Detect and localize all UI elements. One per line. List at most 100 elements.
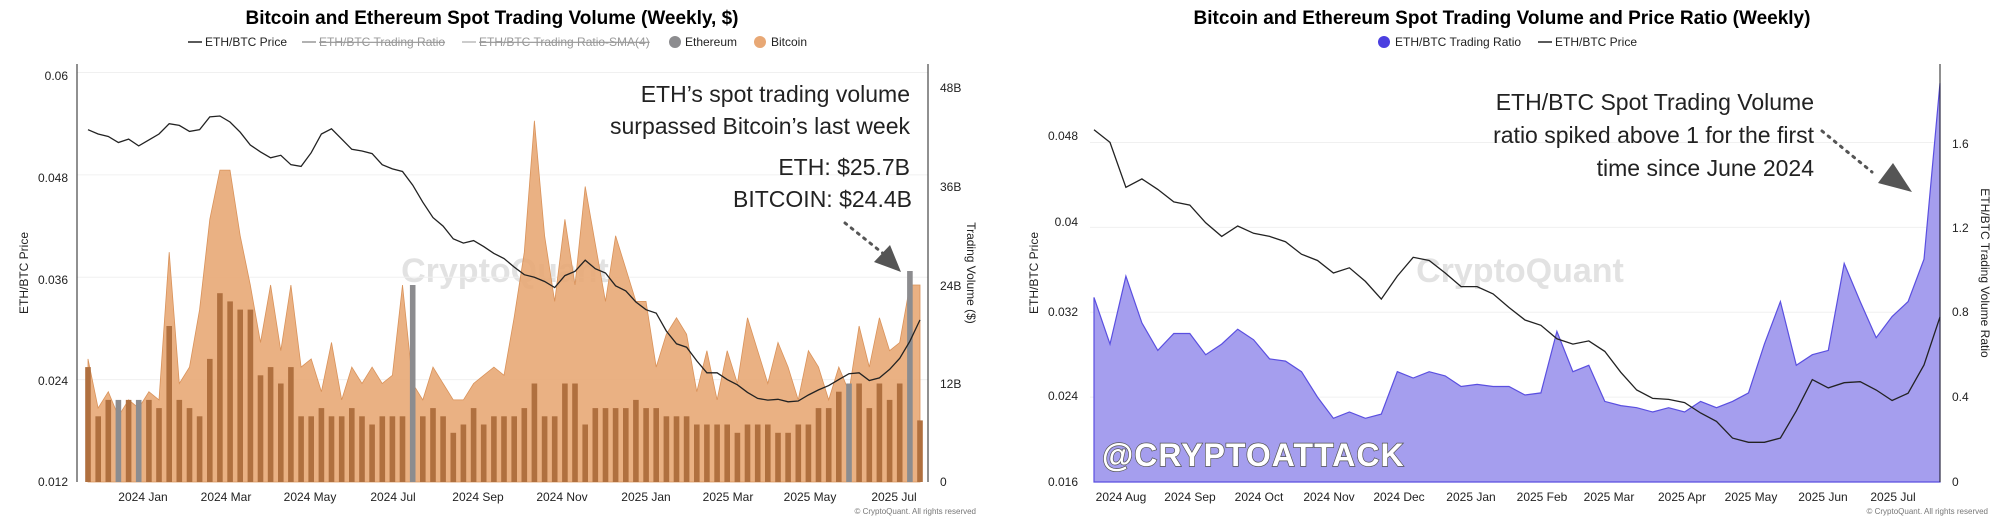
- y2-tick-label: 36B: [940, 180, 961, 194]
- y2-tick-label: 0: [1952, 475, 1959, 489]
- annotation-line: ETH/BTC Spot Trading Volume: [1496, 89, 1814, 115]
- annotation-line: BITCOIN: $24.4B: [733, 186, 912, 212]
- legend-item-ethereum[interactable]: Ethereum: [685, 35, 737, 49]
- right-y-axis-label: Trading Volume ($): [964, 222, 978, 324]
- ethereum-volume-bar: [815, 408, 822, 482]
- annotation-line: time since June 2024: [1597, 155, 1815, 181]
- ethereum-volume-bar: [491, 416, 497, 482]
- annotation-line: surpassed Bitcoin’s last week: [610, 113, 910, 139]
- ethereum-volume-bar: [683, 416, 690, 482]
- ethereum-volume-bar: [501, 416, 507, 482]
- ethereum-volume-bar: [846, 383, 852, 482]
- ethereum-volume-bar: [562, 383, 568, 482]
- ethereum-volume-bar: [714, 424, 720, 482]
- ethereum-volume-bar: [623, 408, 629, 482]
- ethereum-volume-bar: [886, 399, 893, 482]
- ethereum-volume-bar: [896, 383, 903, 482]
- ethereum-volume-bar: [663, 416, 670, 482]
- ethereum-volume-bar: [907, 271, 913, 482]
- ethereum-volume-bar: [247, 309, 254, 482]
- right-legend: ETH/BTC Trading Ratio ETH/BTC Price: [1378, 35, 1637, 49]
- ethereum-volume-bar: [440, 416, 446, 482]
- legend-item-price[interactable]: ETH/BTC Price: [1555, 35, 1637, 49]
- ethereum-volume-bar: [267, 367, 274, 482]
- ethereum-volume-bar: [836, 391, 842, 482]
- y-tick-label: 0.048: [1048, 129, 1078, 143]
- ethereum-volume-bar: [399, 416, 406, 482]
- x-tick-label: 2024 Nov: [1303, 490, 1354, 504]
- y2-tick-label: 12B: [940, 377, 961, 391]
- ethereum-volume-bar: [754, 424, 761, 482]
- x-tick-label: 2024 Nov: [536, 490, 587, 504]
- left-copyright: © CryptoQuant. All rights reserved: [855, 507, 977, 516]
- ethereum-volume-bar: [430, 408, 436, 482]
- ethereum-volume-bar: [389, 416, 396, 482]
- right-y-ticks: 0 0.4 0.8 1.2 1.6: [1952, 137, 1969, 489]
- right-annotation: ETH/BTC Spot Trading Volume ratio spiked…: [1493, 89, 1912, 192]
- x-tick-label: 2024 Oct: [1235, 490, 1284, 504]
- left-annotation: ETH’s spot trading volume surpassed Bitc…: [610, 81, 912, 272]
- legend-item-ratio-sma[interactable]: ETH/BTC Trading Ratio-SMA(4): [479, 35, 650, 49]
- right-y-ticks: 0 12B 24B 36B 48B: [940, 81, 961, 489]
- ethereum-volume-bar: [724, 424, 730, 482]
- ethereum-volume-bar: [653, 408, 659, 482]
- ethereum-volume-bar: [643, 408, 649, 482]
- ethereum-volume-bar: [704, 424, 710, 482]
- x-tick-label: 2025 Apr: [1658, 490, 1706, 504]
- ethereum-volume-bar: [480, 424, 487, 482]
- ethereum-volume-bar: [186, 408, 193, 482]
- ethereum-volume-bar: [572, 383, 578, 482]
- ethereum-volume-bar: [338, 416, 345, 482]
- x-tick-label: 2024 Jan: [118, 490, 167, 504]
- left-chart-title: Bitcoin and Ethereum Spot Trading Volume…: [245, 8, 738, 29]
- x-tick-label: 2024 Jul: [370, 490, 415, 504]
- left-y-ticks: 0.016 0.024 0.032 0.04 0.048: [1048, 129, 1078, 489]
- legend-item-price[interactable]: ETH/BTC Price: [205, 35, 287, 49]
- ethereum-volume-bars: [85, 271, 923, 483]
- ethereum-volume-bar: [633, 399, 639, 482]
- legend-item-ratio[interactable]: ETH/BTC Trading Ratio: [319, 35, 445, 49]
- ethereum-volume-bar: [288, 367, 294, 482]
- ethereum-volume-bar: [541, 416, 548, 482]
- y-tick-label: 0.036: [38, 273, 68, 287]
- y-tick-label: 0.032: [1048, 305, 1078, 319]
- x-tick-label: 2025 Feb: [1517, 490, 1568, 504]
- y2-tick-label: 1.6: [1952, 137, 1969, 151]
- ethereum-volume-bar: [673, 416, 680, 482]
- ethereum-volume-bar: [227, 301, 233, 482]
- legend-item-bitcoin[interactable]: Bitcoin: [771, 35, 807, 49]
- y2-tick-label: 48B: [940, 81, 961, 95]
- x-tick-label: 2025 Jul: [1870, 490, 1915, 504]
- ethereum-volume-bar: [511, 416, 517, 482]
- ethereum-volume-bar: [866, 408, 873, 482]
- ethereum-volume-bar: [95, 416, 101, 482]
- x-tick-label: 2025 Jan: [621, 490, 670, 504]
- y-tick-label: 0.024: [38, 374, 68, 388]
- ethereum-volume-bar: [409, 285, 416, 482]
- ethereum-volume-bar: [369, 424, 375, 482]
- ethereum-volume-bar: [551, 416, 558, 482]
- trading-ratio-area: [1093, 83, 1941, 483]
- ethereum-volume-bar: [257, 375, 264, 482]
- x-tick-label: 2025 Jun: [1798, 490, 1847, 504]
- x-tick-label: 2024 Sep: [452, 490, 504, 504]
- ethereum-volume-bar: [308, 416, 314, 482]
- y2-tick-label: 0: [940, 475, 947, 489]
- y-tick-label: 0.012: [38, 475, 68, 489]
- x-tick-label: 2025 May: [784, 490, 837, 504]
- right-chart-title: Bitcoin and Ethereum Spot Trading Volume…: [1194, 8, 1811, 29]
- right-copyright: © CryptoQuant. All rights reserved: [1867, 507, 1989, 516]
- eth-btc-price-line: [87, 115, 921, 403]
- ethereum-volume-bar: [612, 408, 619, 482]
- legend-item-trading-ratio[interactable]: ETH/BTC Trading Ratio: [1395, 35, 1521, 49]
- ethereum-volume-bar: [135, 399, 142, 482]
- ethereum-volume-bar: [349, 408, 355, 482]
- x-tick-label: 2025 Jan: [1446, 490, 1495, 504]
- ethereum-volume-bar: [694, 424, 700, 482]
- ethereum-volume-bar: [156, 408, 162, 482]
- ethereum-volume-bar: [207, 358, 213, 482]
- y-tick-label: 0.024: [1048, 389, 1078, 403]
- ethereum-volume-bar: [856, 383, 862, 482]
- ethereum-volume-bar: [85, 367, 91, 482]
- left-y-ticks: 0.012 0.024 0.036 0.048 0.06: [38, 69, 68, 489]
